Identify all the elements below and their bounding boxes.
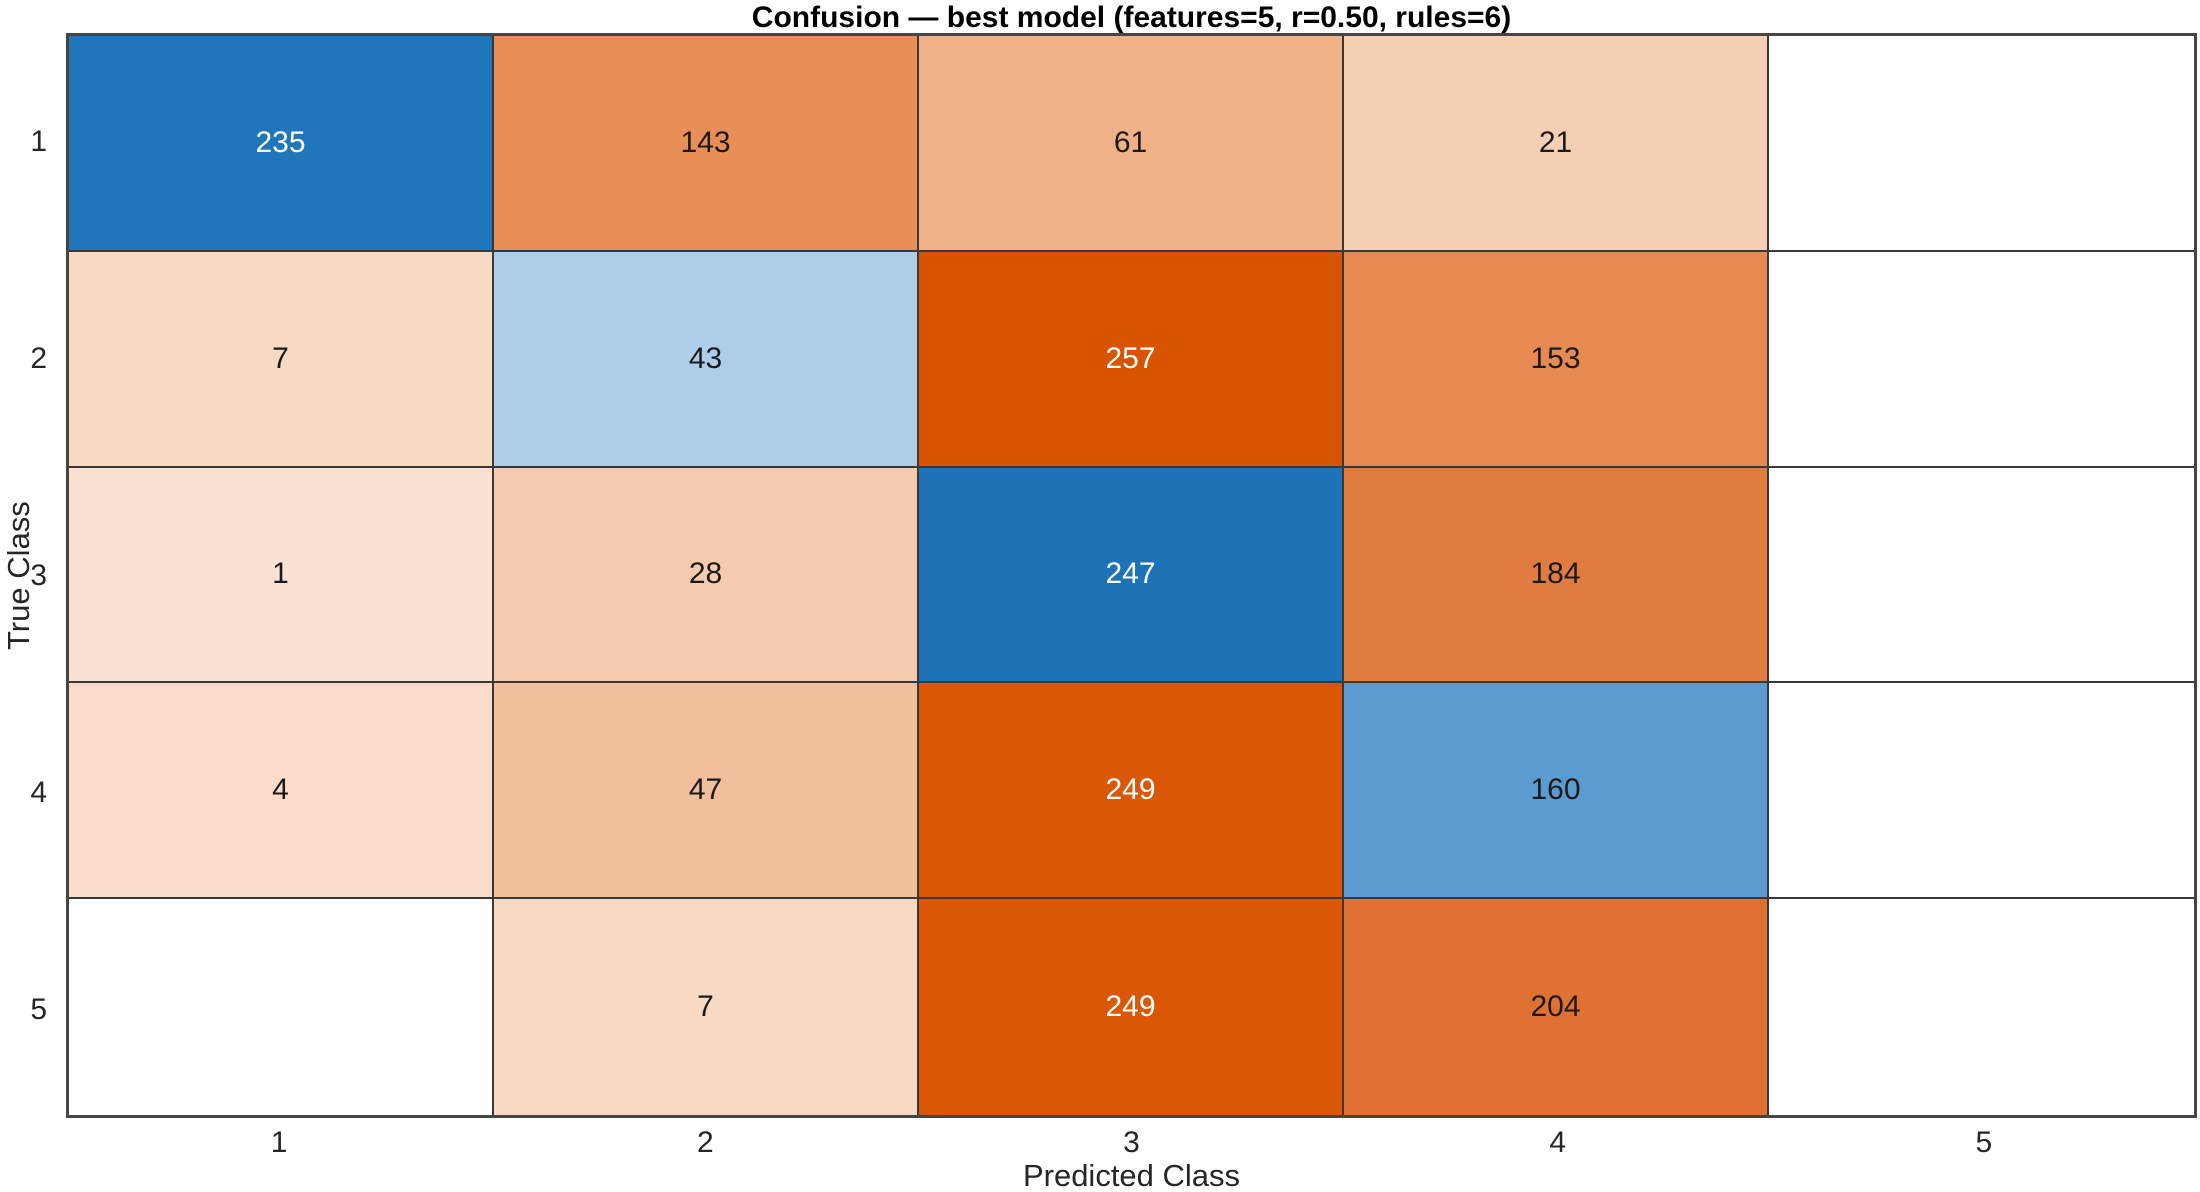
matrix-cell-r1c2: 143 bbox=[494, 36, 919, 252]
x-tick-label-4: 4 bbox=[1549, 1126, 1567, 1159]
matrix-cell-r4c5 bbox=[1769, 683, 2194, 900]
matrix-cell-r4c4: 160 bbox=[1344, 683, 1769, 900]
matrix-cell-r4c1: 4 bbox=[69, 683, 494, 900]
matrix-cell-r1c5 bbox=[1769, 36, 2194, 252]
matrix-cell-r1c4: 21 bbox=[1344, 36, 1769, 252]
x-tick-labels: 1 2 3 4 5 bbox=[66, 1126, 2197, 1164]
y-tick-label-3: 3 bbox=[30, 558, 47, 592]
x-tick-label-1: 1 bbox=[270, 1126, 288, 1159]
matrix-cell-r3c1: 1 bbox=[69, 467, 494, 684]
matrix-cell-r4c3: 249 bbox=[919, 683, 1344, 900]
matrix-cell-r3c5 bbox=[1769, 467, 2194, 684]
matrix-cell-r2c1: 7 bbox=[69, 251, 494, 468]
y-tick-label-5: 5 bbox=[30, 992, 47, 1026]
matrix-cell-r2c4: 153 bbox=[1344, 251, 1769, 468]
chart-title: Confusion — best model (features=5, r=0.… bbox=[751, 1, 1512, 34]
matrix-cell-r2c2: 43 bbox=[494, 251, 919, 468]
matrix-cell-r5c1 bbox=[69, 899, 494, 1115]
matrix-cell-r2c5 bbox=[1769, 251, 2194, 468]
y-tick-label-1: 1 bbox=[30, 124, 47, 158]
x-axis-label: Predicted Class bbox=[1022, 1158, 1241, 1192]
matrix-cell-r3c4: 184 bbox=[1344, 467, 1769, 684]
x-tick-label-3: 3 bbox=[1123, 1126, 1140, 1159]
y-tick-label-2: 2 bbox=[30, 341, 47, 375]
matrix-cell-r5c4: 204 bbox=[1344, 899, 1769, 1115]
matrix-cell-r3c3: 247 bbox=[919, 467, 1344, 684]
y-tick-label-4: 4 bbox=[30, 775, 47, 809]
x-tick-label-2: 2 bbox=[696, 1126, 714, 1159]
x-tick-label-5: 5 bbox=[1975, 1126, 1993, 1159]
matrix-cell-r4c2: 47 bbox=[494, 683, 919, 900]
matrix-cell-r5c5 bbox=[1769, 899, 2194, 1115]
confusion-matrix-grid: 235 143 61 21 7 43 257 153 1 28 247 184 4 47 249 160 7 24… bbox=[66, 33, 2197, 1118]
matrix-cell-r2c3: 257 bbox=[919, 251, 1344, 468]
matrix-cell-r1c1: 235 bbox=[69, 36, 494, 252]
matrix-cell-r3c2: 28 bbox=[494, 467, 919, 684]
y-tick-labels: 1 2 3 4 5 bbox=[0, 33, 56, 1118]
matrix-cell-r1c3: 61 bbox=[919, 36, 1344, 252]
matrix-cell-r5c3: 249 bbox=[919, 899, 1344, 1115]
matrix-cell-r5c2: 7 bbox=[494, 899, 919, 1115]
